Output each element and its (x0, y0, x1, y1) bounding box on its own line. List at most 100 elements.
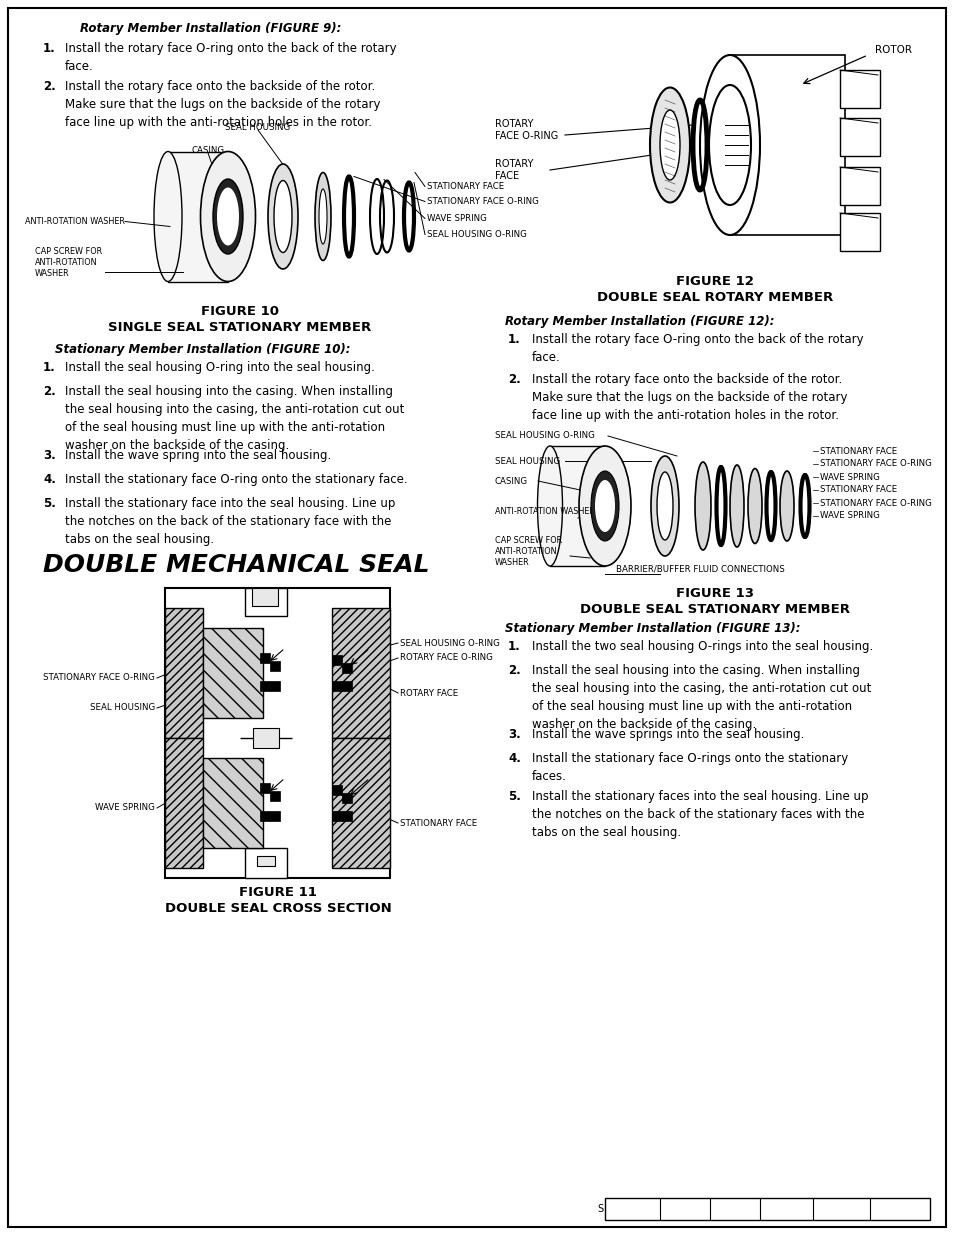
Bar (168, 152, 228, 282)
Ellipse shape (153, 152, 182, 282)
Ellipse shape (695, 462, 710, 550)
Text: Install the stationary face into the seal housing. Line up
the notches on the ba: Install the stationary face into the sea… (65, 496, 395, 546)
Text: Install the stationary faces into the seal housing. Line up
the notches on the b: Install the stationary faces into the se… (532, 790, 867, 839)
Ellipse shape (578, 446, 630, 566)
Text: ROTARY
FACE O-RING: ROTARY FACE O-RING (495, 119, 558, 141)
Bar (252, 588, 277, 606)
Text: FIGURE 13: FIGURE 13 (676, 587, 753, 600)
Text: ANTI-ROTATION WASHER: ANTI-ROTATION WASHER (495, 506, 595, 515)
Bar (341, 680, 352, 692)
Bar (550, 446, 604, 566)
Text: Install the rotary face onto the backside of the rotor.
Make sure that the lugs : Install the rotary face onto the backsid… (532, 373, 846, 422)
Text: 2.: 2. (43, 385, 55, 398)
Text: BARRIER/BUFFER FLUID CONNECTIONS: BARRIER/BUFFER FLUID CONNECTIONS (615, 564, 783, 573)
Ellipse shape (200, 152, 255, 282)
Bar (260, 783, 270, 793)
Text: Install the seal housing into the casing. When installing
the seal housing into : Install the seal housing into the casing… (532, 664, 870, 731)
Text: SEAL HOUSING O-RING: SEAL HOUSING O-RING (399, 638, 499, 647)
Bar (604, 1198, 929, 1220)
Ellipse shape (216, 188, 239, 246)
Bar (203, 629, 263, 718)
Text: WAVE SPRING: WAVE SPRING (820, 473, 879, 482)
Text: WAVE SPRING: WAVE SPRING (427, 214, 486, 224)
Bar (840, 167, 879, 205)
Bar (840, 70, 879, 107)
Ellipse shape (213, 179, 243, 254)
Bar (260, 653, 270, 663)
Ellipse shape (729, 466, 743, 547)
Ellipse shape (650, 456, 679, 556)
Text: STATIONARY FACE: STATIONARY FACE (820, 485, 897, 494)
Bar (840, 212, 879, 251)
Bar (165, 739, 203, 868)
Bar (332, 739, 390, 868)
Text: Install the rotary face onto the backside of the rotor.
Make sure that the lugs : Install the rotary face onto the backsid… (65, 80, 380, 128)
Text: ANTI-ROTATION WASHER: ANTI-ROTATION WASHER (25, 217, 125, 226)
Bar (332, 785, 341, 795)
Bar (840, 119, 879, 156)
Ellipse shape (590, 471, 618, 541)
Bar (245, 848, 287, 878)
Bar (165, 608, 203, 739)
Bar (203, 758, 263, 848)
Text: Install the rotary face O-ring onto the back of the rotary
face.: Install the rotary face O-ring onto the … (532, 333, 862, 364)
Ellipse shape (780, 471, 793, 541)
Bar (270, 661, 280, 671)
Text: STATIONARY FACE: STATIONARY FACE (427, 182, 504, 191)
Bar (332, 608, 390, 739)
Ellipse shape (274, 180, 292, 252)
Text: 230: 230 (675, 1204, 694, 1214)
Ellipse shape (537, 446, 562, 566)
Text: Install the seal housing into the casing. When installing
the seal housing into : Install the seal housing into the casing… (65, 385, 404, 452)
Text: 1.: 1. (43, 42, 55, 56)
Text: STATIONARY FACE: STATIONARY FACE (820, 447, 897, 456)
Text: SEAL HOUSING: SEAL HOUSING (495, 457, 559, 466)
Text: 3.: 3. (507, 727, 520, 741)
Ellipse shape (649, 88, 689, 203)
Text: Stationary Member Installation (FIGURE 10):: Stationary Member Installation (FIGURE 1… (55, 343, 350, 356)
Bar (332, 680, 341, 692)
Text: STATIONARY FACE O-RING: STATIONARY FACE O-RING (43, 673, 154, 683)
Text: SEAL HOUSING: SEAL HOUSING (90, 704, 154, 713)
Text: FIGURE 10: FIGURE 10 (201, 305, 278, 317)
Text: Install the rotary face O-ring onto the back of the rotary
face.: Install the rotary face O-ring onto the … (65, 42, 396, 73)
Ellipse shape (657, 472, 672, 540)
Bar (270, 811, 280, 821)
Text: B: B (782, 1204, 789, 1214)
Bar (245, 588, 287, 616)
Text: FIGURE 12: FIGURE 12 (676, 275, 753, 288)
Text: ROTARY FACE O-RING: ROTARY FACE O-RING (399, 653, 493, 662)
Text: 2.: 2. (507, 373, 520, 387)
Text: DOUBLE SEAL STATIONARY MEMBER: DOUBLE SEAL STATIONARY MEMBER (579, 603, 849, 616)
Text: WAVE SPRING: WAVE SPRING (820, 511, 879, 520)
Bar (341, 811, 352, 821)
Bar (270, 790, 280, 802)
Text: Install the stationary face O-rings onto the stationary
faces.: Install the stationary face O-rings onto… (532, 752, 847, 783)
Text: STATIONARY FACE: STATIONARY FACE (399, 819, 476, 827)
Text: ROTARY
FACE: ROTARY FACE (495, 159, 533, 182)
Text: ROTARY FACE: ROTARY FACE (399, 688, 457, 698)
Text: Install the wave spring into the seal housing.: Install the wave spring into the seal ho… (65, 450, 331, 462)
Ellipse shape (659, 110, 679, 180)
Bar (341, 793, 352, 803)
Bar (260, 811, 270, 821)
Text: STATIONARY FACE O-RING: STATIONARY FACE O-RING (820, 499, 931, 508)
Text: Install the two seal housing O-rings into the seal housing.: Install the two seal housing O-rings int… (532, 640, 872, 653)
Text: CASING: CASING (192, 146, 224, 156)
Ellipse shape (314, 173, 331, 261)
Ellipse shape (268, 164, 297, 269)
Text: STATIONARY FACE O-RING: STATIONARY FACE O-RING (820, 459, 931, 468)
Text: Install the stationary face O-ring onto the stationary face.: Install the stationary face O-ring onto … (65, 473, 407, 487)
Bar (332, 811, 341, 821)
Text: ISSUE: ISSUE (721, 1204, 749, 1214)
Text: 2.: 2. (507, 664, 520, 677)
Ellipse shape (318, 189, 327, 245)
Text: SECTION  TSM: SECTION TSM (598, 1204, 667, 1214)
Text: PAGE  11  OF  15: PAGE 11 OF 15 (800, 1204, 882, 1214)
Text: SEAL HOUSING O-RING: SEAL HOUSING O-RING (495, 431, 595, 441)
Bar (253, 727, 278, 748)
Text: CAP SCREW FOR
ANTI-ROTATION
WASHER: CAP SCREW FOR ANTI-ROTATION WASHER (495, 536, 561, 567)
Text: Install the wave springs into the seal housing.: Install the wave springs into the seal h… (532, 727, 803, 741)
Text: 3.: 3. (43, 450, 55, 462)
Text: 4.: 4. (43, 473, 56, 487)
